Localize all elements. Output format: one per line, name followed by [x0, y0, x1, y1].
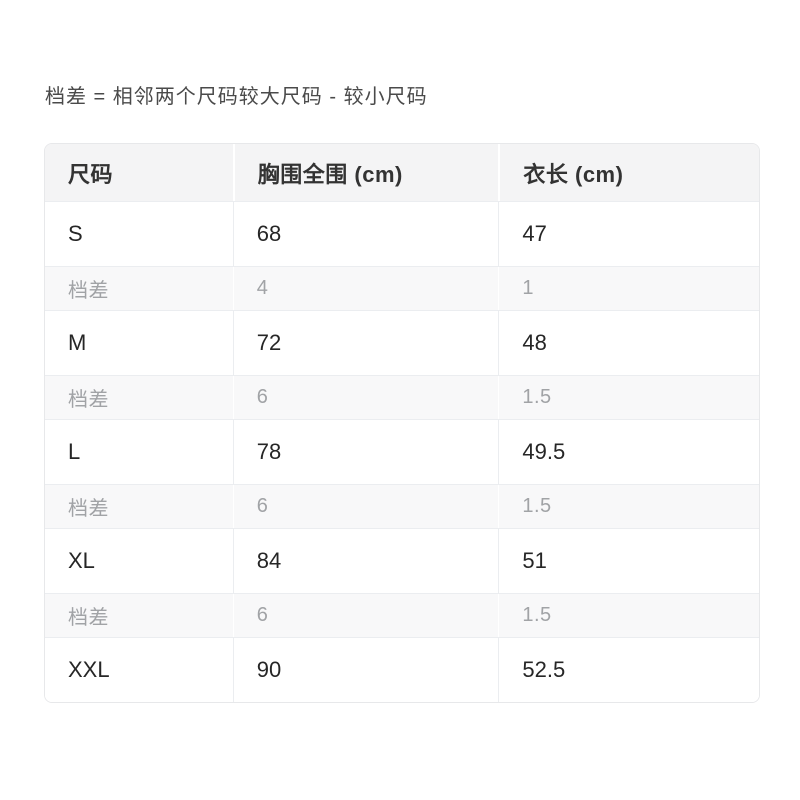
size-cell: L [68, 439, 81, 464]
chest-diff-cell: 6 [232, 376, 499, 419]
table-row-diff-s-m: 档差 4 1 [45, 266, 759, 310]
column-header-chest: 胸围全围 (cm) [232, 144, 499, 201]
table-header-row: 尺码 胸围全围 (cm) 衣长 (cm) [45, 144, 759, 201]
length-cell: 51 [498, 529, 759, 593]
size-cell: S [68, 221, 83, 246]
chest-diff-cell: 6 [232, 485, 499, 528]
table-row-size-m: M 72 48 [45, 310, 759, 375]
length-diff-cell: 1 [498, 267, 759, 310]
diff-label-cell: 档差 [68, 498, 109, 520]
diff-label-cell: 档差 [68, 607, 109, 629]
length-diff-cell: 1.5 [498, 376, 759, 419]
diff-label-cell: 档差 [68, 389, 109, 411]
diff-label-cell: 档差 [68, 280, 109, 302]
length-diff-cell: 1.5 [498, 594, 759, 637]
chest-diff-cell: 6 [232, 594, 499, 637]
table-row-size-s: S 68 47 [45, 201, 759, 266]
size-cell: XL [68, 548, 95, 573]
chest-diff-cell: 4 [232, 267, 499, 310]
size-chart-table: 尺码 胸围全围 (cm) 衣长 (cm) S 68 47 档差 4 1 M 72… [44, 143, 760, 703]
chest-cell: 72 [232, 311, 499, 375]
column-header-length: 衣长 (cm) [498, 144, 759, 201]
chest-cell: 84 [232, 529, 499, 593]
size-cell: M [68, 330, 87, 355]
table-row-size-xxl: XXL 90 52.5 [45, 637, 759, 702]
length-cell: 52.5 [498, 638, 759, 702]
chest-cell: 68 [232, 202, 499, 266]
column-header-size: 尺码 [68, 161, 114, 187]
length-cell: 47 [498, 202, 759, 266]
table-row-diff-m-l: 档差 6 1.5 [45, 375, 759, 419]
table-row-diff-l-xl: 档差 6 1.5 [45, 484, 759, 528]
chest-cell: 90 [232, 638, 499, 702]
table-row-diff-xl-xxl: 档差 6 1.5 [45, 593, 759, 637]
length-diff-cell: 1.5 [498, 485, 759, 528]
table-row-size-xl: XL 84 51 [45, 528, 759, 593]
size-diff-formula-note: 档差 = 相邻两个尺码较大尺码 - 较小尺码 [45, 86, 428, 108]
length-cell: 49.5 [498, 420, 759, 484]
chest-cell: 78 [232, 420, 499, 484]
size-cell: XXL [68, 657, 110, 682]
length-cell: 48 [498, 311, 759, 375]
table-row-size-l: L 78 49.5 [45, 419, 759, 484]
